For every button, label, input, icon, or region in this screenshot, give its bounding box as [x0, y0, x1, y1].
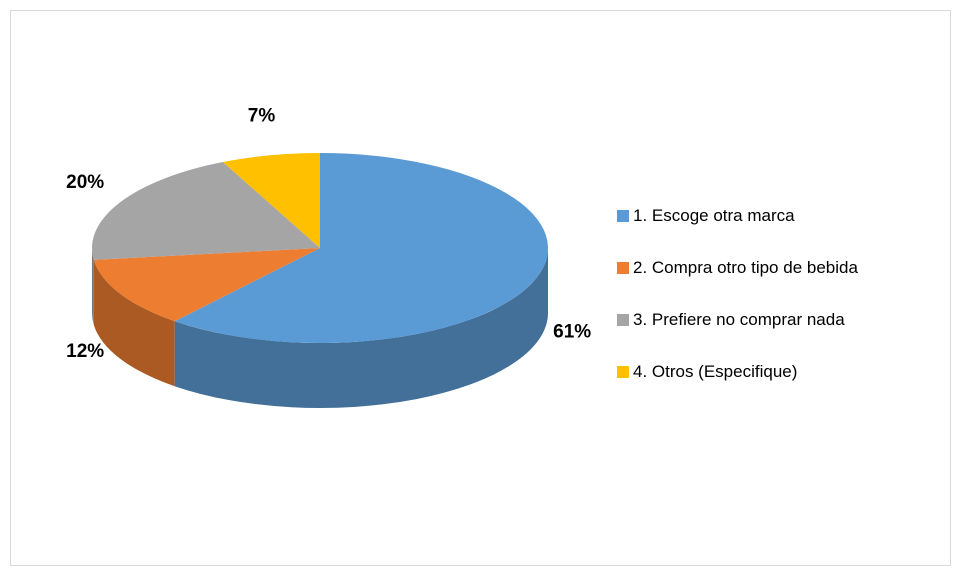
legend-swatch — [617, 262, 629, 274]
data-label: 12% — [66, 341, 104, 362]
legend-item: 4. Otros (Especifique) — [617, 361, 917, 413]
data-label: 20% — [66, 172, 104, 193]
legend-label: 2. Compra otro tipo de bebida — [633, 258, 858, 277]
pie-side — [174, 248, 548, 408]
data-label: 61% — [553, 322, 591, 343]
data-label: 7% — [248, 105, 276, 126]
legend-swatch — [617, 314, 629, 326]
legend-swatch — [617, 210, 629, 222]
legend-item: 3. Prefiere no comprar nada — [617, 309, 917, 361]
legend-label: 4. Otros (Especifique) — [633, 362, 798, 381]
legend-item: 2. Compra otro tipo de bebida — [617, 257, 917, 309]
pie-slice — [91, 162, 320, 260]
chart-frame — [10, 10, 951, 566]
legend-label: 1. Escoge otra marca — [633, 206, 795, 225]
legend-swatch — [617, 366, 629, 378]
pie-slice — [93, 248, 320, 322]
legend: 1. Escoge otra marca 2. Compra otro tipo … — [617, 205, 917, 413]
pie-side — [92, 248, 94, 325]
pie-side — [93, 259, 175, 387]
pie-slice — [174, 153, 549, 343]
legend-label: 3. Prefiere no comprar nada — [633, 310, 845, 329]
pie-slice — [222, 153, 320, 248]
legend-item: 1. Escoge otra marca — [617, 205, 917, 257]
